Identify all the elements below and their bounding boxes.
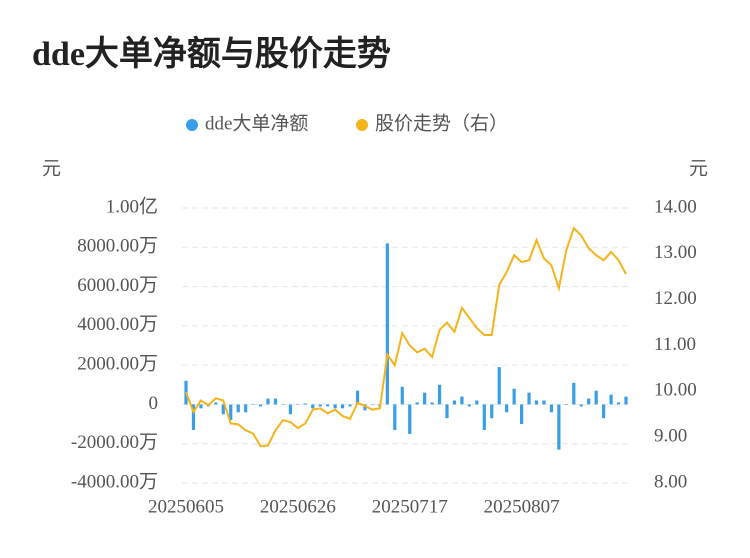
bar	[393, 404, 397, 430]
x-tick-label: 20250717	[372, 496, 448, 517]
x-tick-label: 20250807	[484, 496, 560, 517]
bar	[258, 404, 263, 407]
bar	[415, 402, 419, 405]
y2-tick-label: 9.00	[654, 426, 687, 447]
bar	[572, 382, 576, 405]
bar	[527, 392, 531, 405]
bar	[191, 404, 196, 430]
bar	[587, 398, 591, 405]
x-tick-label: 20250605	[148, 496, 224, 517]
bar	[452, 400, 457, 405]
bar	[273, 398, 278, 405]
y-tick-label: 6000.00万	[77, 275, 158, 296]
bar	[318, 404, 322, 407]
bar	[512, 388, 516, 405]
bar	[244, 404, 248, 413]
y-axis-label: 元	[42, 158, 61, 179]
legend-label: dde大单净额	[205, 112, 308, 134]
bar	[602, 404, 606, 419]
chart-title: dde大单净额与股价走势	[32, 35, 391, 73]
y2-axis-label: 元	[689, 158, 708, 179]
bar	[221, 404, 225, 415]
bar	[355, 390, 360, 405]
y2-tick-label: 13.00	[654, 242, 697, 263]
bar	[616, 402, 621, 405]
bar	[311, 404, 315, 409]
bar	[236, 404, 240, 413]
bar	[437, 384, 442, 405]
bar	[348, 404, 352, 407]
bar	[296, 404, 300, 405]
y-tick-label: -4000.00万	[71, 471, 158, 492]
bar	[400, 386, 404, 405]
y-tick-label: 4000.00万	[77, 314, 158, 335]
bar	[624, 396, 628, 405]
y2-tick-label: 14.00	[654, 196, 697, 217]
bar	[564, 404, 568, 405]
bar	[467, 404, 471, 407]
bar	[251, 404, 255, 405]
bar	[557, 404, 561, 450]
bar	[303, 403, 307, 405]
bar	[266, 398, 270, 405]
bar	[579, 404, 583, 407]
price-line	[185, 226, 627, 448]
bar	[423, 392, 427, 405]
bar	[542, 400, 546, 405]
legend-label: 股价走势（右）	[375, 112, 508, 134]
bar	[229, 404, 233, 421]
bar	[199, 404, 203, 409]
bar	[497, 367, 501, 405]
bar	[475, 400, 479, 405]
bar	[430, 402, 434, 405]
bar	[341, 404, 345, 409]
bar	[288, 404, 293, 415]
legend-marker	[356, 119, 368, 131]
bar	[482, 404, 486, 430]
y-tick-label: 2000.00万	[77, 354, 158, 375]
bar	[490, 404, 494, 419]
bar	[594, 390, 598, 405]
y-tick-label: 0	[149, 393, 159, 414]
bar	[445, 404, 449, 419]
y-tick-label: -2000.00万	[71, 432, 158, 453]
bar	[214, 402, 218, 405]
bar	[326, 404, 330, 407]
bar	[363, 404, 367, 411]
y2-tick-label: 10.00	[654, 380, 697, 401]
bar	[281, 404, 285, 405]
y-tick-label: 1.00亿	[106, 195, 158, 217]
bar	[549, 404, 554, 413]
x-tick-label: 20250626	[260, 496, 336, 517]
bar	[385, 243, 389, 405]
bar	[333, 404, 337, 409]
bar	[370, 404, 375, 405]
y2-tick-label: 12.00	[654, 288, 697, 309]
legend-marker	[186, 119, 198, 131]
y-tick-label: 8000.00万	[77, 236, 158, 257]
bar	[534, 400, 539, 405]
y2-tick-label: 8.00	[654, 471, 687, 492]
bar	[408, 404, 412, 434]
bar	[505, 404, 509, 413]
y2-tick-label: 11.00	[654, 334, 696, 355]
bar	[519, 404, 524, 425]
bar	[460, 396, 464, 405]
bar	[609, 394, 613, 405]
